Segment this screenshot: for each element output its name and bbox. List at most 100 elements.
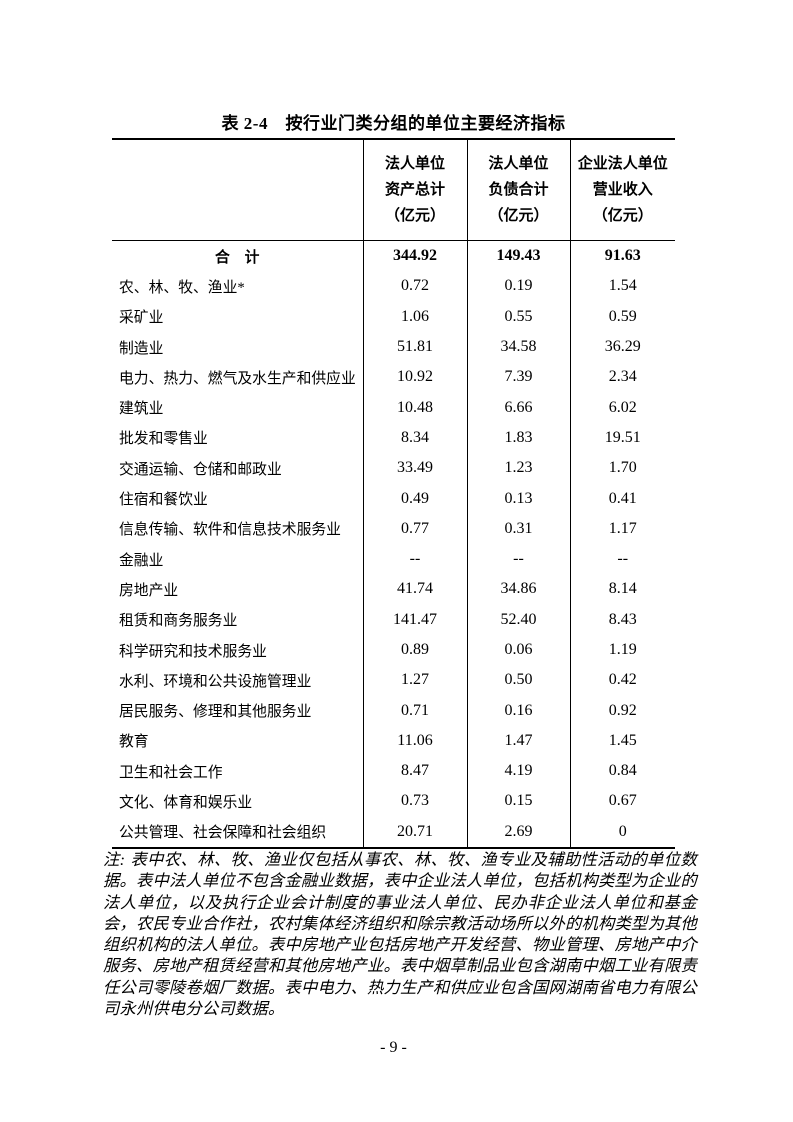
cell-value: 0.16 [466, 695, 570, 726]
table-row: 文化、体育和娱乐业 0.73 0.15 0.67 [112, 786, 675, 817]
cell-value: 0.55 [466, 301, 570, 332]
cell-value: 52.40 [466, 604, 570, 635]
cell-value: 8.14 [569, 574, 675, 605]
cell-value: 0.59 [569, 301, 675, 332]
cell-value: 0.71 [362, 695, 467, 726]
column-header-revenue: 企业法人单位 营业收入 （亿元） [569, 139, 675, 241]
page-number: - 9 - [380, 1039, 407, 1056]
row-label: 信息传输、软件和信息技术服务业 [119, 522, 341, 539]
economic-indicators-table: 法人单位 资产总计 （亿元） 法人单位 负债合计 （亿元） 企业法人单位 营业收… [112, 138, 675, 849]
row-label: 农、林、牧、渔业* [119, 279, 245, 296]
row-label: 卫生和社会工作 [119, 764, 223, 781]
cell-value: -- [466, 543, 570, 575]
cell-value: 34.58 [466, 331, 570, 363]
column-header-line: （亿元） [592, 208, 653, 224]
cell-value: 0.41 [569, 483, 675, 514]
table-row: 建筑业 10.48 6.66 6.02 [112, 392, 675, 423]
cell-value: 0.06 [466, 634, 570, 666]
cell-value: 149.43 [466, 240, 570, 272]
table-row: 公共管理、社会保障和社会组织 20.71 2.69 0 [112, 816, 675, 848]
row-label: 制造业 [119, 340, 164, 357]
cell-value: 1.45 [569, 725, 675, 757]
cell-value: 0.67 [569, 786, 675, 817]
cell-value: 1.83 [466, 422, 570, 454]
row-label: 采矿业 [119, 310, 164, 327]
table-row: 制造业 51.81 34.58 36.29 [112, 331, 675, 363]
row-label: 教育 [119, 734, 149, 751]
column-header-liabilities: 法人单位 负债合计 （亿元） [466, 139, 570, 241]
cell-value: 0.13 [466, 483, 570, 514]
cell-value: 11.06 [362, 725, 467, 757]
cell-value: 0.89 [362, 634, 467, 666]
row-label: 合 计 [215, 249, 260, 266]
row-label: 房地产业 [119, 582, 179, 599]
cell-value: 10.48 [362, 392, 467, 423]
table-row: 水利、环境和公共设施管理业 1.27 0.50 0.42 [112, 665, 675, 696]
table-row: 房地产业 41.74 34.86 8.14 [112, 574, 675, 605]
table-row: 电力、热力、燃气及水生产和供应业 10.92 7.39 2.34 [112, 362, 675, 393]
table-row: 住宿和餐饮业 0.49 0.13 0.41 [112, 483, 675, 514]
cell-value: 0.50 [466, 665, 570, 696]
cell-value: 41.74 [362, 574, 467, 605]
cell-value: 0.72 [362, 271, 467, 302]
note-text: 表中农、林、牧、渔业仅包括从事农、林、牧、渔专业及辅助性活动的单位数据。表中法人… [103, 850, 697, 1019]
table-row: 金融业 -- -- -- [112, 543, 675, 575]
cell-value: -- [362, 543, 467, 575]
cell-value: 0.92 [569, 695, 675, 726]
cell-value: 0.19 [466, 271, 570, 302]
header-row: 法人单位 资产总计 （亿元） 法人单位 负债合计 （亿元） 企业法人单位 营业收… [112, 139, 675, 241]
row-label: 科学研究和技术服务业 [119, 643, 267, 660]
cell-value: 36.29 [569, 331, 675, 363]
cell-value: 6.66 [466, 392, 570, 423]
cell-value: 0.15 [466, 786, 570, 817]
cell-value: 20.71 [362, 816, 467, 848]
table-row: 居民服务、修理和其他服务业 0.71 0.16 0.92 [112, 695, 675, 726]
cell-value: 0 [569, 816, 675, 848]
cell-value: 1.06 [362, 301, 467, 332]
row-label: 水利、环境和公共设施管理业 [119, 673, 312, 690]
cell-value: 344.92 [362, 240, 467, 272]
cell-value: 0.49 [362, 483, 467, 514]
note-label: 注: [103, 850, 126, 869]
cell-value: 0.42 [569, 665, 675, 696]
table-row: 租赁和商务服务业 141.47 52.40 8.43 [112, 604, 675, 635]
column-header-line: 营业收入 [592, 182, 653, 198]
table-row-total: 合 计 344.92 149.43 91.63 [112, 240, 675, 272]
table-row: 科学研究和技术服务业 0.89 0.06 1.19 [112, 634, 675, 666]
cell-value: 6.02 [569, 392, 675, 423]
row-label: 金融业 [119, 552, 164, 569]
cell-value: -- [569, 543, 675, 575]
cell-value: 1.47 [466, 725, 570, 757]
table-title: 表 2-4 按行业门类分组的单位主要经济指标 [221, 114, 566, 133]
table-row: 批发和零售业 8.34 1.83 19.51 [112, 422, 675, 454]
row-label: 文化、体育和娱乐业 [119, 794, 253, 811]
row-label: 电力、热力、燃气及水生产和供应业 [119, 370, 356, 387]
cell-value: 1.17 [569, 513, 675, 544]
table-note: 注: 表中农、林、牧、渔业仅包括从事农、林、牧、渔专业及辅助性活动的单位数据。表中… [103, 849, 697, 1019]
cell-value: 1.70 [569, 453, 675, 484]
cell-value: 51.81 [362, 331, 467, 363]
column-header-line: 企业法人单位 [577, 156, 668, 172]
cell-value: 1.19 [569, 634, 675, 666]
cell-value: 141.47 [362, 604, 467, 635]
cell-value: 2.69 [466, 816, 570, 848]
table-row: 教育 11.06 1.47 1.45 [112, 725, 675, 757]
cell-value: 34.86 [466, 574, 570, 605]
cell-value: 4.19 [466, 756, 570, 787]
stub-header-cell [112, 139, 363, 241]
column-header-line: （亿元） [384, 208, 445, 224]
cell-value: 7.39 [466, 362, 570, 393]
table-row: 卫生和社会工作 8.47 4.19 0.84 [112, 756, 675, 787]
cell-value: 10.92 [362, 362, 467, 393]
column-header-line: 法人单位 [488, 156, 549, 172]
cell-value: 0.73 [362, 786, 467, 817]
cell-value: 1.23 [466, 453, 570, 484]
cell-value: 0.84 [569, 756, 675, 787]
row-label: 交通运输、仓储和邮政业 [119, 461, 282, 478]
cell-value: 91.63 [569, 240, 675, 272]
table-row: 采矿业 1.06 0.55 0.59 [112, 301, 675, 332]
row-label: 住宿和餐饮业 [119, 492, 208, 509]
cell-value: 0.31 [466, 513, 570, 544]
cell-value: 33.49 [362, 453, 467, 484]
